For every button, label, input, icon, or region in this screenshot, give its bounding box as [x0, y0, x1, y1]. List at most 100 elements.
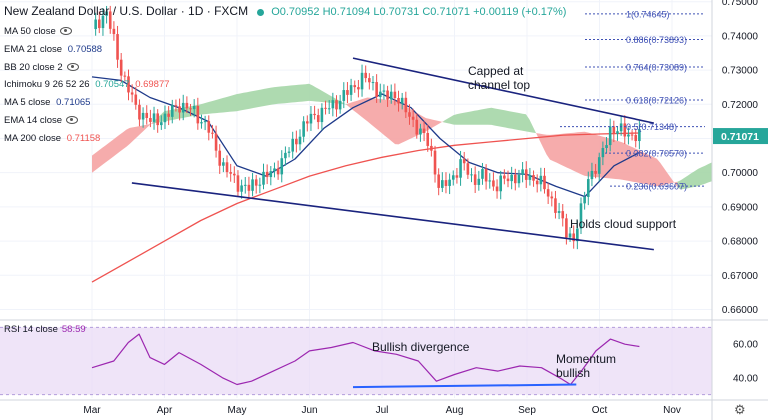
candle-body: [222, 162, 225, 166]
indicator-label: MA 200 close: [4, 132, 62, 144]
time-tick-label: Jul: [376, 405, 389, 416]
candle-body: [466, 163, 470, 175]
candle-body: [247, 184, 251, 191]
candle-body: [108, 11, 112, 29]
rsi-tick-label: 40.00: [733, 373, 758, 384]
indicator-ma5[interactable]: MA 5 close 0.71065: [4, 94, 170, 112]
candle-body: [262, 171, 265, 185]
annotation-holds: Holds cloud support: [570, 217, 676, 231]
indicator-value: 0.70547: [95, 79, 130, 91]
candle-body: [243, 184, 247, 186]
indicator-ma50[interactable]: MA 50 close: [4, 23, 170, 41]
indicator-ichimoku[interactable]: Ichimoku 9 26 52 26 0.70547 0.69877: [4, 76, 170, 94]
candle-body: [389, 91, 393, 100]
candle-body: [514, 174, 517, 184]
candle-body: [258, 184, 262, 186]
symbol-title[interactable]: New Zealand Dollar / U.S. Dollar · 1D · …: [4, 4, 249, 18]
candle-body: [163, 113, 167, 123]
candle-body: [233, 173, 236, 176]
cloud-segment: [92, 121, 154, 173]
candle-body: [506, 178, 510, 182]
indicator-value: 0.71065: [56, 97, 91, 109]
fib-label: 0.382(0.70570): [626, 149, 687, 159]
candle-body: [612, 126, 616, 134]
channel-top-line: [352, 57, 655, 124]
candle-body: [597, 157, 601, 174]
candle-body: [134, 94, 138, 105]
candle-body: [97, 19, 101, 29]
candle-body: [441, 180, 444, 188]
ohlc-high: H0.71094: [322, 6, 371, 18]
candle-body: [327, 108, 331, 110]
candle-body: [101, 15, 105, 29]
rsi-line: [91, 333, 640, 386]
indicator-label: BB 20 close 2: [4, 61, 63, 73]
candle-body: [229, 172, 232, 174]
chart-header: New Zealand Dollar / U.S. Dollar · 1D · …: [4, 4, 566, 18]
candle-body: [240, 185, 243, 192]
candle-body: [306, 121, 309, 124]
divergence-line: [352, 383, 577, 389]
rsi-pane: [0, 326, 712, 396]
candle-body: [203, 121, 207, 123]
candle-body: [116, 34, 119, 60]
candle-body: [149, 117, 152, 122]
candle-body: [444, 180, 448, 186]
candle-body: [280, 158, 284, 175]
candle-body: [554, 198, 557, 213]
visibility-eye-icon[interactable]: [59, 27, 72, 36]
price-tick-label: 0.66000: [722, 305, 759, 316]
indicator-ema21[interactable]: EMA 21 close 0.70588: [4, 41, 170, 59]
annotation-divergence: Bullish divergence: [372, 340, 469, 354]
candle-body: [254, 179, 258, 186]
candle-body: [130, 92, 134, 95]
candle-body: [94, 19, 97, 30]
candle-body: [346, 90, 349, 95]
fib-label: 0.5(0.71348): [626, 122, 677, 132]
candle-body: [601, 147, 605, 158]
candle-body: [623, 123, 627, 137]
ohlc-change: +0.00119 (+0.17%): [473, 6, 567, 18]
visibility-eye-icon[interactable]: [66, 63, 79, 72]
candle-body: [517, 174, 521, 184]
candle-body: [521, 169, 524, 175]
candle-body: [375, 82, 378, 97]
indicator-bb20[interactable]: BB 20 close 2: [4, 59, 170, 77]
candle-body: [284, 152, 287, 159]
annotation-capped: Capped at channel top: [468, 64, 530, 92]
candle-body: [583, 196, 586, 204]
indicator-label: EMA 21 close: [4, 43, 63, 55]
candle-body: [470, 174, 473, 176]
candle-body: [313, 113, 316, 116]
indicator-value: 0.70588: [67, 43, 103, 55]
price-tick-label: 0.68000: [722, 237, 759, 248]
candle-body: [291, 138, 295, 152]
time-tick-label: Aug: [446, 405, 464, 416]
candle-body: [565, 218, 568, 238]
candle-body: [550, 196, 554, 199]
rsi-value: 58.59: [61, 324, 86, 335]
candle-body: [185, 102, 189, 109]
candle-body: [451, 175, 455, 180]
visibility-eye-icon[interactable]: [66, 116, 79, 125]
candle-body: [349, 85, 353, 95]
candle-body: [634, 135, 638, 142]
candle-body: [630, 134, 634, 136]
market-status-icon: [257, 8, 265, 16]
candle-body: [400, 97, 404, 104]
candle-body: [287, 151, 291, 153]
candle-body: [430, 145, 433, 151]
settings-gear-icon[interactable]: ⚙: [734, 402, 746, 417]
candle-body: [189, 108, 192, 110]
candle-body: [174, 105, 178, 107]
indicator-ma200[interactable]: MA 200 close 0.71158: [4, 130, 170, 148]
rsi-label: RSI 14 close: [4, 324, 58, 335]
rsi-legend[interactable]: RSI 14 close 58.59: [4, 324, 86, 335]
indicator-ema14[interactable]: EMA 14 close: [4, 112, 170, 130]
price-tick-label: 0.69000: [722, 202, 759, 213]
candle-body: [484, 169, 488, 182]
candle-body: [167, 113, 170, 117]
candle-body: [236, 175, 240, 192]
price-tick-label: 0.70000: [722, 168, 759, 179]
